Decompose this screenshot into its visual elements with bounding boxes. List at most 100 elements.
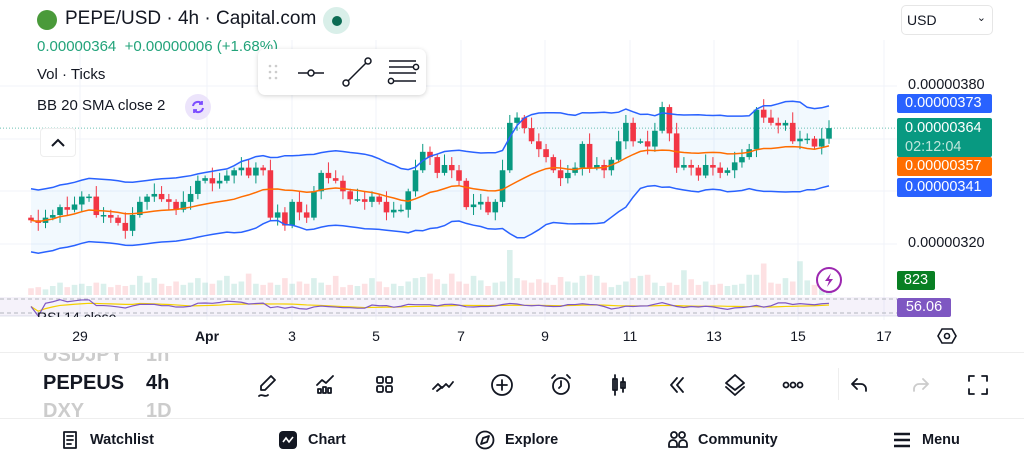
nav-chart[interactable]: Chart bbox=[278, 429, 346, 451]
volume-bar bbox=[419, 277, 426, 295]
volume-bar bbox=[717, 283, 723, 295]
nav-label: Community bbox=[698, 432, 778, 448]
volume-bar bbox=[412, 278, 419, 295]
lightning-icon[interactable] bbox=[816, 267, 842, 293]
candle-body bbox=[412, 170, 419, 192]
volume-bar bbox=[782, 278, 789, 295]
volume-bar bbox=[303, 283, 310, 295]
time-label: 17 bbox=[876, 328, 892, 344]
symbol-picker[interactable]: USDJPY 1h PEPEUS 4h DXY 1D bbox=[0, 353, 240, 417]
volume-bar bbox=[477, 280, 484, 295]
bb-upper-tag: 0.00000373 bbox=[897, 94, 992, 113]
time-label: 11 bbox=[622, 328, 638, 344]
volume-bar bbox=[376, 281, 383, 295]
volume-bar bbox=[289, 283, 295, 295]
volume-bar bbox=[332, 275, 339, 295]
candle-body bbox=[775, 122, 782, 126]
more-icon[interactable] bbox=[778, 370, 808, 400]
candle-body bbox=[536, 141, 542, 150]
candle-body bbox=[231, 170, 237, 176]
candle-body bbox=[267, 170, 274, 218]
undo-icon[interactable] bbox=[845, 370, 875, 400]
candle-body bbox=[78, 196, 85, 205]
candle-body bbox=[594, 164, 600, 168]
alarm-icon[interactable] bbox=[546, 370, 576, 400]
interval-option[interactable]: 1D bbox=[146, 400, 172, 417]
volume-bar bbox=[608, 287, 615, 295]
candle-body bbox=[238, 167, 245, 171]
bb-basis-tag: 0.00000357 bbox=[897, 157, 992, 176]
symbol-option[interactable]: USDJPY bbox=[43, 353, 124, 366]
candles-icon[interactable] bbox=[604, 370, 634, 400]
time-label: 29 bbox=[72, 328, 88, 344]
pencil-icon[interactable] bbox=[253, 370, 283, 400]
candle-body bbox=[724, 170, 731, 173]
trend-line-icon[interactable] bbox=[342, 57, 372, 87]
candle-body bbox=[543, 149, 549, 158]
candle-body bbox=[746, 149, 752, 158]
bb-upper-line bbox=[30, 100, 830, 191]
interval-selected[interactable]: 4h bbox=[146, 372, 170, 394]
candle-body bbox=[499, 170, 506, 202]
volume-bar bbox=[710, 284, 716, 295]
volume-bar bbox=[347, 284, 353, 295]
candle-body bbox=[224, 175, 230, 181]
fullscreen-icon[interactable] bbox=[963, 370, 993, 400]
price-chart[interactable] bbox=[0, 0, 897, 322]
nav-watchlist[interactable]: Watchlist bbox=[60, 429, 154, 451]
volume-bar bbox=[158, 283, 165, 295]
volume-bar bbox=[253, 283, 259, 295]
candle-body bbox=[129, 215, 136, 231]
rsi-legend[interactable]: RSI 14 close bbox=[37, 309, 117, 317]
volume-bar bbox=[57, 282, 63, 295]
add-icon[interactable] bbox=[487, 370, 517, 400]
collapse-legend-button[interactable] bbox=[40, 128, 76, 157]
replay-icon[interactable] bbox=[662, 370, 692, 400]
volume-bar bbox=[187, 282, 194, 295]
settings-hexagon-icon[interactable] bbox=[937, 326, 957, 351]
floating-drawing-toolbar[interactable] bbox=[258, 49, 426, 95]
candle-body bbox=[354, 199, 361, 201]
bb-legend[interactable]: BB 20 SMA close 2 bbox=[37, 97, 166, 114]
fib-levels-icon[interactable] bbox=[387, 60, 420, 85]
symbol-selected[interactable]: PEPEUS bbox=[43, 372, 125, 394]
indicators-icon[interactable] bbox=[311, 370, 341, 400]
volume-bar bbox=[390, 283, 397, 295]
volume-bar bbox=[775, 283, 782, 295]
symbol-option[interactable]: DXY bbox=[43, 400, 85, 417]
templates-icon[interactable] bbox=[370, 370, 400, 400]
volume-bar bbox=[681, 270, 687, 295]
nav-menu[interactable]: Menu bbox=[892, 429, 960, 451]
candle-body bbox=[303, 212, 310, 218]
layers-icon[interactable] bbox=[720, 370, 750, 400]
pepe-logo bbox=[37, 10, 57, 30]
volume-bar bbox=[448, 273, 455, 295]
interval-option[interactable]: 1h bbox=[146, 353, 170, 366]
bb-basis-line bbox=[30, 145, 830, 223]
chart-icon bbox=[279, 431, 297, 449]
time-label: 9 bbox=[541, 328, 549, 344]
patterns-icon[interactable] bbox=[428, 370, 458, 400]
volume-bar bbox=[100, 283, 107, 295]
currency-select[interactable]: USD ⌄ bbox=[901, 5, 993, 35]
volume-bar bbox=[702, 281, 709, 295]
volume-legend[interactable]: Vol · Ticks bbox=[37, 66, 106, 83]
sync-icon[interactable] bbox=[185, 94, 211, 120]
volume-bar bbox=[151, 278, 158, 295]
candle-body bbox=[797, 138, 803, 142]
candle-body bbox=[369, 196, 375, 202]
time-label: 15 bbox=[790, 328, 806, 344]
candle-body bbox=[398, 209, 404, 212]
divider bbox=[838, 368, 839, 400]
price-label: 0.00000380 bbox=[908, 77, 985, 93]
horizontal-ray-icon[interactable] bbox=[298, 69, 324, 77]
candle-body bbox=[811, 138, 818, 147]
candle-body bbox=[296, 201, 303, 213]
nav-explore[interactable]: Explore bbox=[475, 429, 558, 451]
drag-handle-icon[interactable] bbox=[268, 64, 278, 80]
nav-community[interactable]: Community bbox=[668, 429, 778, 451]
candle-body bbox=[470, 204, 477, 208]
volume-bar bbox=[129, 284, 136, 295]
candle-body bbox=[173, 201, 179, 210]
candle-body bbox=[115, 217, 121, 223]
